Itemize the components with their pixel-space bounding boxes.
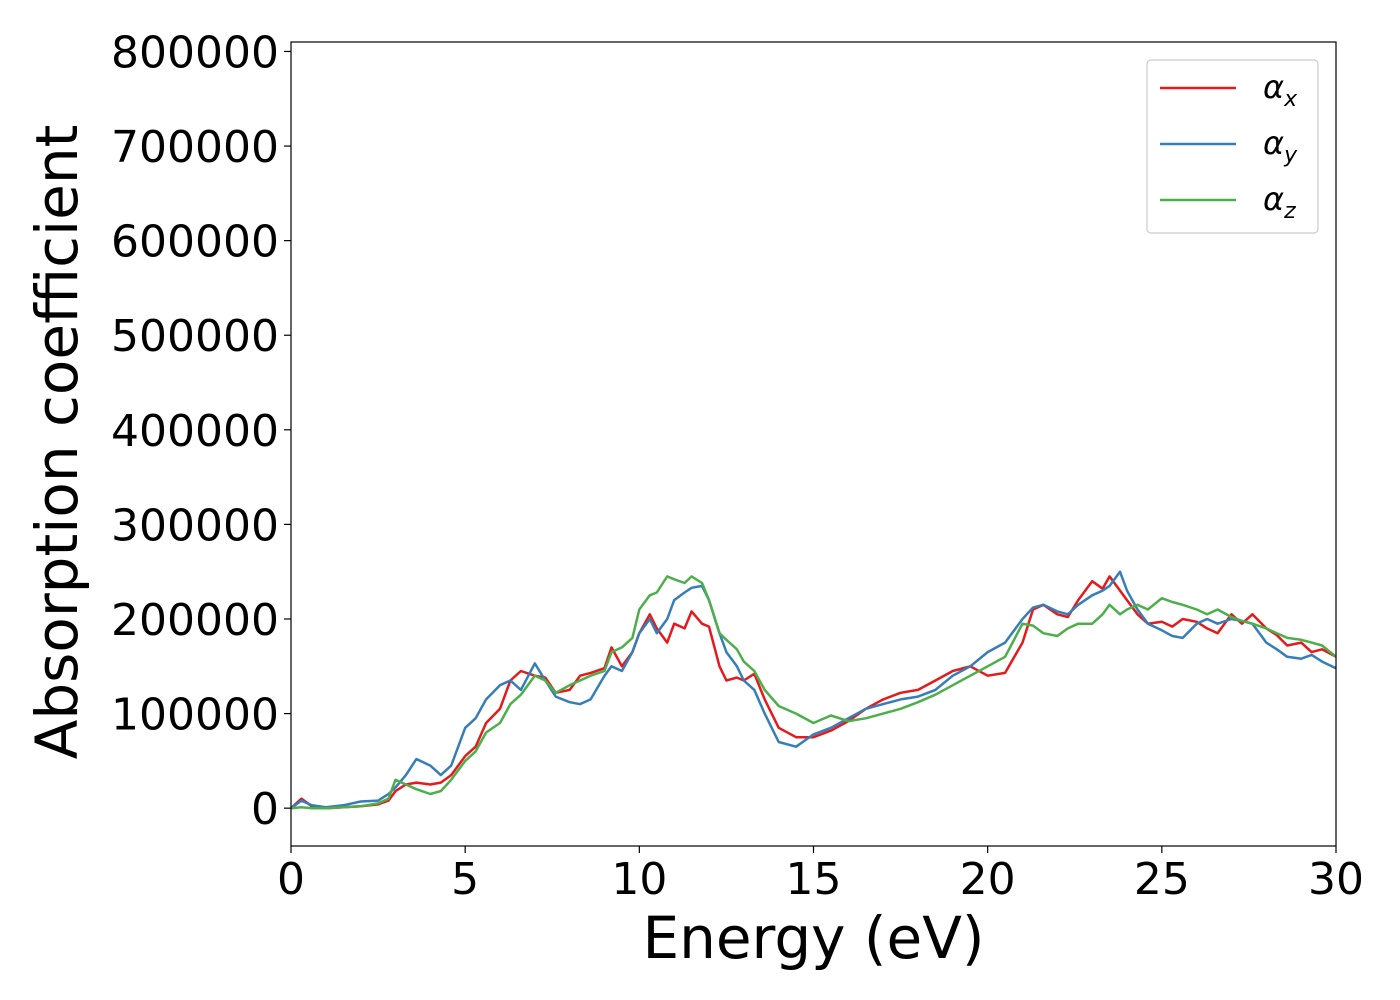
x-tick-label: 30: [1308, 854, 1364, 905]
y-tick-label: 0: [251, 784, 279, 835]
x-tick-label: 20: [960, 854, 1016, 905]
plot-lines: [291, 570, 1336, 810]
legend-label-y: αy: [1263, 124, 1298, 168]
x-tick-label: 0: [277, 854, 305, 905]
x-axis: 0 5 10 15 20 25 30: [277, 846, 1364, 905]
y-tick-label: 100000: [111, 690, 279, 741]
y-tick-label: 500000: [111, 311, 279, 362]
y-tick-label: 400000: [111, 406, 279, 457]
legend: αx αy αz: [1146, 59, 1319, 234]
y-tick-label: 600000: [111, 217, 279, 268]
y-axis: 0 100000 200000 300000 400000 500000 600000 700…: [111, 27, 291, 835]
x-tick-label: 25: [1134, 854, 1190, 905]
series-line-z: [291, 575, 1336, 810]
x-tick-label: 5: [451, 854, 479, 905]
series-line-y: [291, 570, 1336, 810]
y-tick-label: 700000: [111, 122, 279, 173]
legend-label-x: αx: [1263, 68, 1298, 112]
y-axis-title: Absorption coefficient: [23, 125, 91, 760]
y-tick-label: 300000: [111, 500, 279, 551]
x-tick-label: 10: [611, 854, 667, 905]
legend-label-z: αz: [1263, 180, 1296, 224]
series-line-x: [291, 575, 1336, 810]
legend-box: [1146, 59, 1319, 234]
x-axis-title: Energy (eV): [642, 904, 984, 972]
y-tick-label: 800000: [111, 27, 279, 78]
y-tick-label: 200000: [111, 595, 279, 646]
x-tick-label: 15: [786, 854, 842, 905]
